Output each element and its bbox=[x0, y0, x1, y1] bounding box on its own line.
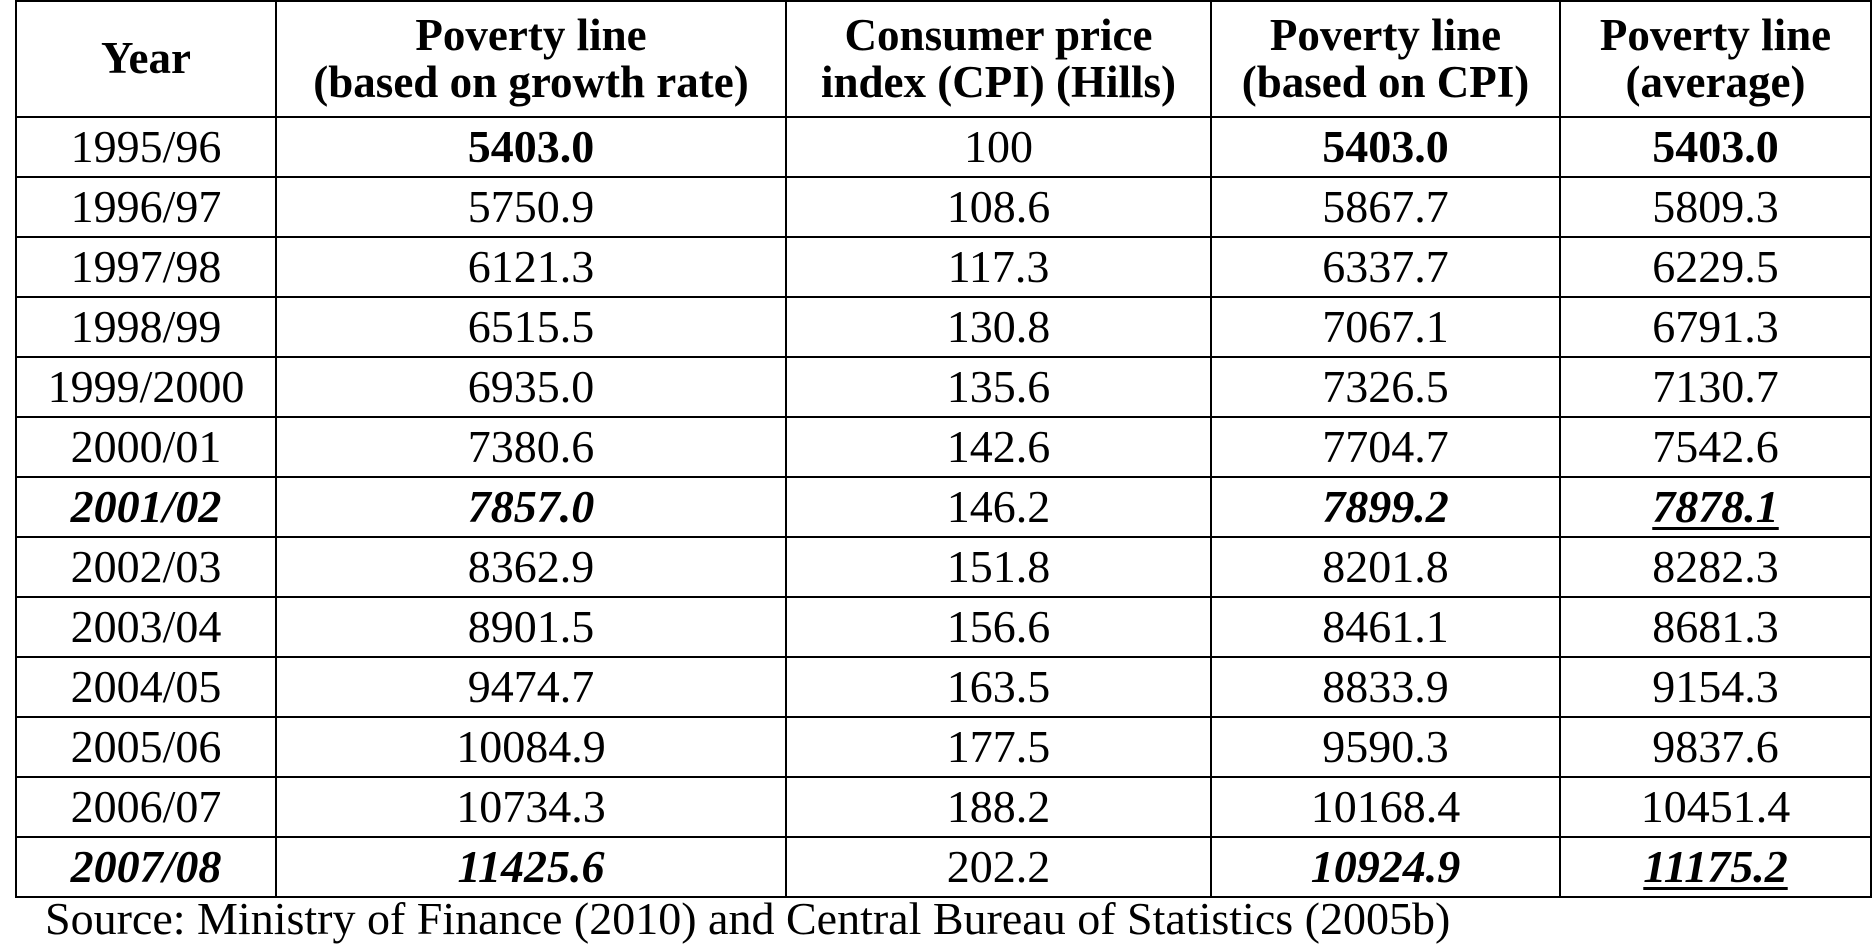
table-row: 2004/05 9474.7 163.5 8833.9 9154.3 bbox=[15, 656, 1872, 718]
table-row: 1999/2000 6935.0 135.6 7326.5 7130.7 bbox=[15, 356, 1872, 418]
growth-line-cell: 7380.6 bbox=[275, 416, 787, 478]
cpi-cell: 156.6 bbox=[785, 596, 1212, 658]
average-line-cell: 7542.6 bbox=[1559, 416, 1872, 478]
average-line-cell: 7878.1 bbox=[1559, 476, 1872, 538]
cpi-line-cell: 7899.2 bbox=[1210, 476, 1561, 538]
cpi-cell: 177.5 bbox=[785, 716, 1212, 778]
table-row-highlighted: 2007/08 11425.6 202.2 10924.9 11175.2 bbox=[15, 836, 1872, 898]
average-line-cell: 5809.3 bbox=[1559, 176, 1872, 238]
average-line-cell: 7130.7 bbox=[1559, 356, 1872, 418]
table-row: 1997/98 6121.3 117.3 6337.7 6229.5 bbox=[15, 236, 1872, 298]
cpi-line-cell: 5867.7 bbox=[1210, 176, 1561, 238]
average-line-cell: 11175.2 bbox=[1559, 836, 1872, 898]
cpi-cell: 202.2 bbox=[785, 836, 1212, 898]
cpi-cell: 163.5 bbox=[785, 656, 1212, 718]
growth-line-cell: 6121.3 bbox=[275, 236, 787, 298]
table-row: 2000/01 7380.6 142.6 7704.7 7542.6 bbox=[15, 416, 1872, 478]
cpi-cell: 100 bbox=[785, 116, 1212, 178]
header-poverty-line-average: Poverty line (average) bbox=[1559, 0, 1872, 118]
growth-line-cell: 5403.0 bbox=[275, 116, 787, 178]
year-cell: 2003/04 bbox=[15, 596, 277, 658]
cpi-line-cell: 8461.1 bbox=[1210, 596, 1561, 658]
table-row: 2006/07 10734.3 188.2 10168.4 10451.4 bbox=[15, 776, 1872, 838]
cpi-cell: 108.6 bbox=[785, 176, 1212, 238]
growth-line-cell: 9474.7 bbox=[275, 656, 787, 718]
table-row: 1996/97 5750.9 108.6 5867.7 5809.3 bbox=[15, 176, 1872, 238]
cpi-cell: 188.2 bbox=[785, 776, 1212, 838]
cpi-cell: 130.8 bbox=[785, 296, 1212, 358]
year-cell: 2001/02 bbox=[15, 476, 277, 538]
growth-line-cell: 8901.5 bbox=[275, 596, 787, 658]
source-note: Source: Ministry of Finance (2010) and C… bbox=[45, 893, 1451, 944]
table-row: 2003/04 8901.5 156.6 8461.1 8681.3 bbox=[15, 596, 1872, 658]
year-cell: 1997/98 bbox=[15, 236, 277, 298]
cpi-line-cell: 9590.3 bbox=[1210, 716, 1561, 778]
average-line-cell: 8282.3 bbox=[1559, 536, 1872, 598]
average-line-cell: 10451.4 bbox=[1559, 776, 1872, 838]
table-row: 1995/96 5403.0 100 5403.0 5403.0 bbox=[15, 116, 1872, 178]
cpi-cell: 146.2 bbox=[785, 476, 1212, 538]
table-row: 2005/06 10084.9 177.5 9590.3 9837.6 bbox=[15, 716, 1872, 778]
poverty-line-table: Year Poverty line (based on growth rate) … bbox=[15, 0, 1872, 898]
year-cell: 2007/08 bbox=[15, 836, 277, 898]
cpi-line-cell: 7326.5 bbox=[1210, 356, 1561, 418]
table-row: 1998/99 6515.5 130.8 7067.1 6791.3 bbox=[15, 296, 1872, 358]
cpi-line-cell: 10168.4 bbox=[1210, 776, 1561, 838]
header-row: Year Poverty line (based on growth rate) … bbox=[15, 0, 1872, 118]
header-poverty-line-cpi: Poverty line (based on CPI) bbox=[1210, 0, 1561, 118]
table-row: 2002/03 8362.9 151.8 8201.8 8282.3 bbox=[15, 536, 1872, 598]
year-cell: 2006/07 bbox=[15, 776, 277, 838]
header-cpi: Consumer price index (CPI) (Hills) bbox=[785, 0, 1212, 118]
growth-line-cell: 11425.6 bbox=[275, 836, 787, 898]
growth-line-cell: 10084.9 bbox=[275, 716, 787, 778]
average-line-cell: 9154.3 bbox=[1559, 656, 1872, 718]
year-cell: 1995/96 bbox=[15, 116, 277, 178]
cpi-line-cell: 6337.7 bbox=[1210, 236, 1561, 298]
cpi-line-cell: 7067.1 bbox=[1210, 296, 1561, 358]
average-line-cell: 9837.6 bbox=[1559, 716, 1872, 778]
table-row-highlighted: 2001/02 7857.0 146.2 7899.2 7878.1 bbox=[15, 476, 1872, 538]
cpi-cell: 151.8 bbox=[785, 536, 1212, 598]
year-cell: 1998/99 bbox=[15, 296, 277, 358]
cpi-line-cell: 8201.8 bbox=[1210, 536, 1561, 598]
average-line-cell: 5403.0 bbox=[1559, 116, 1872, 178]
header-year: Year bbox=[15, 0, 277, 118]
year-cell: 2004/05 bbox=[15, 656, 277, 718]
average-line-cell: 8681.3 bbox=[1559, 596, 1872, 658]
growth-line-cell: 8362.9 bbox=[275, 536, 787, 598]
growth-line-cell: 6935.0 bbox=[275, 356, 787, 418]
year-cell: 2000/01 bbox=[15, 416, 277, 478]
cpi-cell: 142.6 bbox=[785, 416, 1212, 478]
year-cell: 1996/97 bbox=[15, 176, 277, 238]
average-line-cell: 6791.3 bbox=[1559, 296, 1872, 358]
growth-line-cell: 6515.5 bbox=[275, 296, 787, 358]
cpi-line-cell: 8833.9 bbox=[1210, 656, 1561, 718]
cpi-cell: 135.6 bbox=[785, 356, 1212, 418]
cpi-cell: 117.3 bbox=[785, 236, 1212, 298]
growth-line-cell: 7857.0 bbox=[275, 476, 787, 538]
cpi-line-cell: 10924.9 bbox=[1210, 836, 1561, 898]
cpi-line-cell: 7704.7 bbox=[1210, 416, 1561, 478]
year-cell: 2005/06 bbox=[15, 716, 277, 778]
year-cell: 1999/2000 bbox=[15, 356, 277, 418]
cpi-line-cell: 5403.0 bbox=[1210, 116, 1561, 178]
growth-line-cell: 10734.3 bbox=[275, 776, 787, 838]
average-line-cell: 6229.5 bbox=[1559, 236, 1872, 298]
year-cell: 2002/03 bbox=[15, 536, 277, 598]
header-poverty-line-growth: Poverty line (based on growth rate) bbox=[275, 0, 787, 118]
growth-line-cell: 5750.9 bbox=[275, 176, 787, 238]
